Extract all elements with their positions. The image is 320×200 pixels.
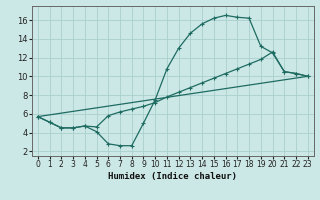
X-axis label: Humidex (Indice chaleur): Humidex (Indice chaleur) (108, 172, 237, 181)
